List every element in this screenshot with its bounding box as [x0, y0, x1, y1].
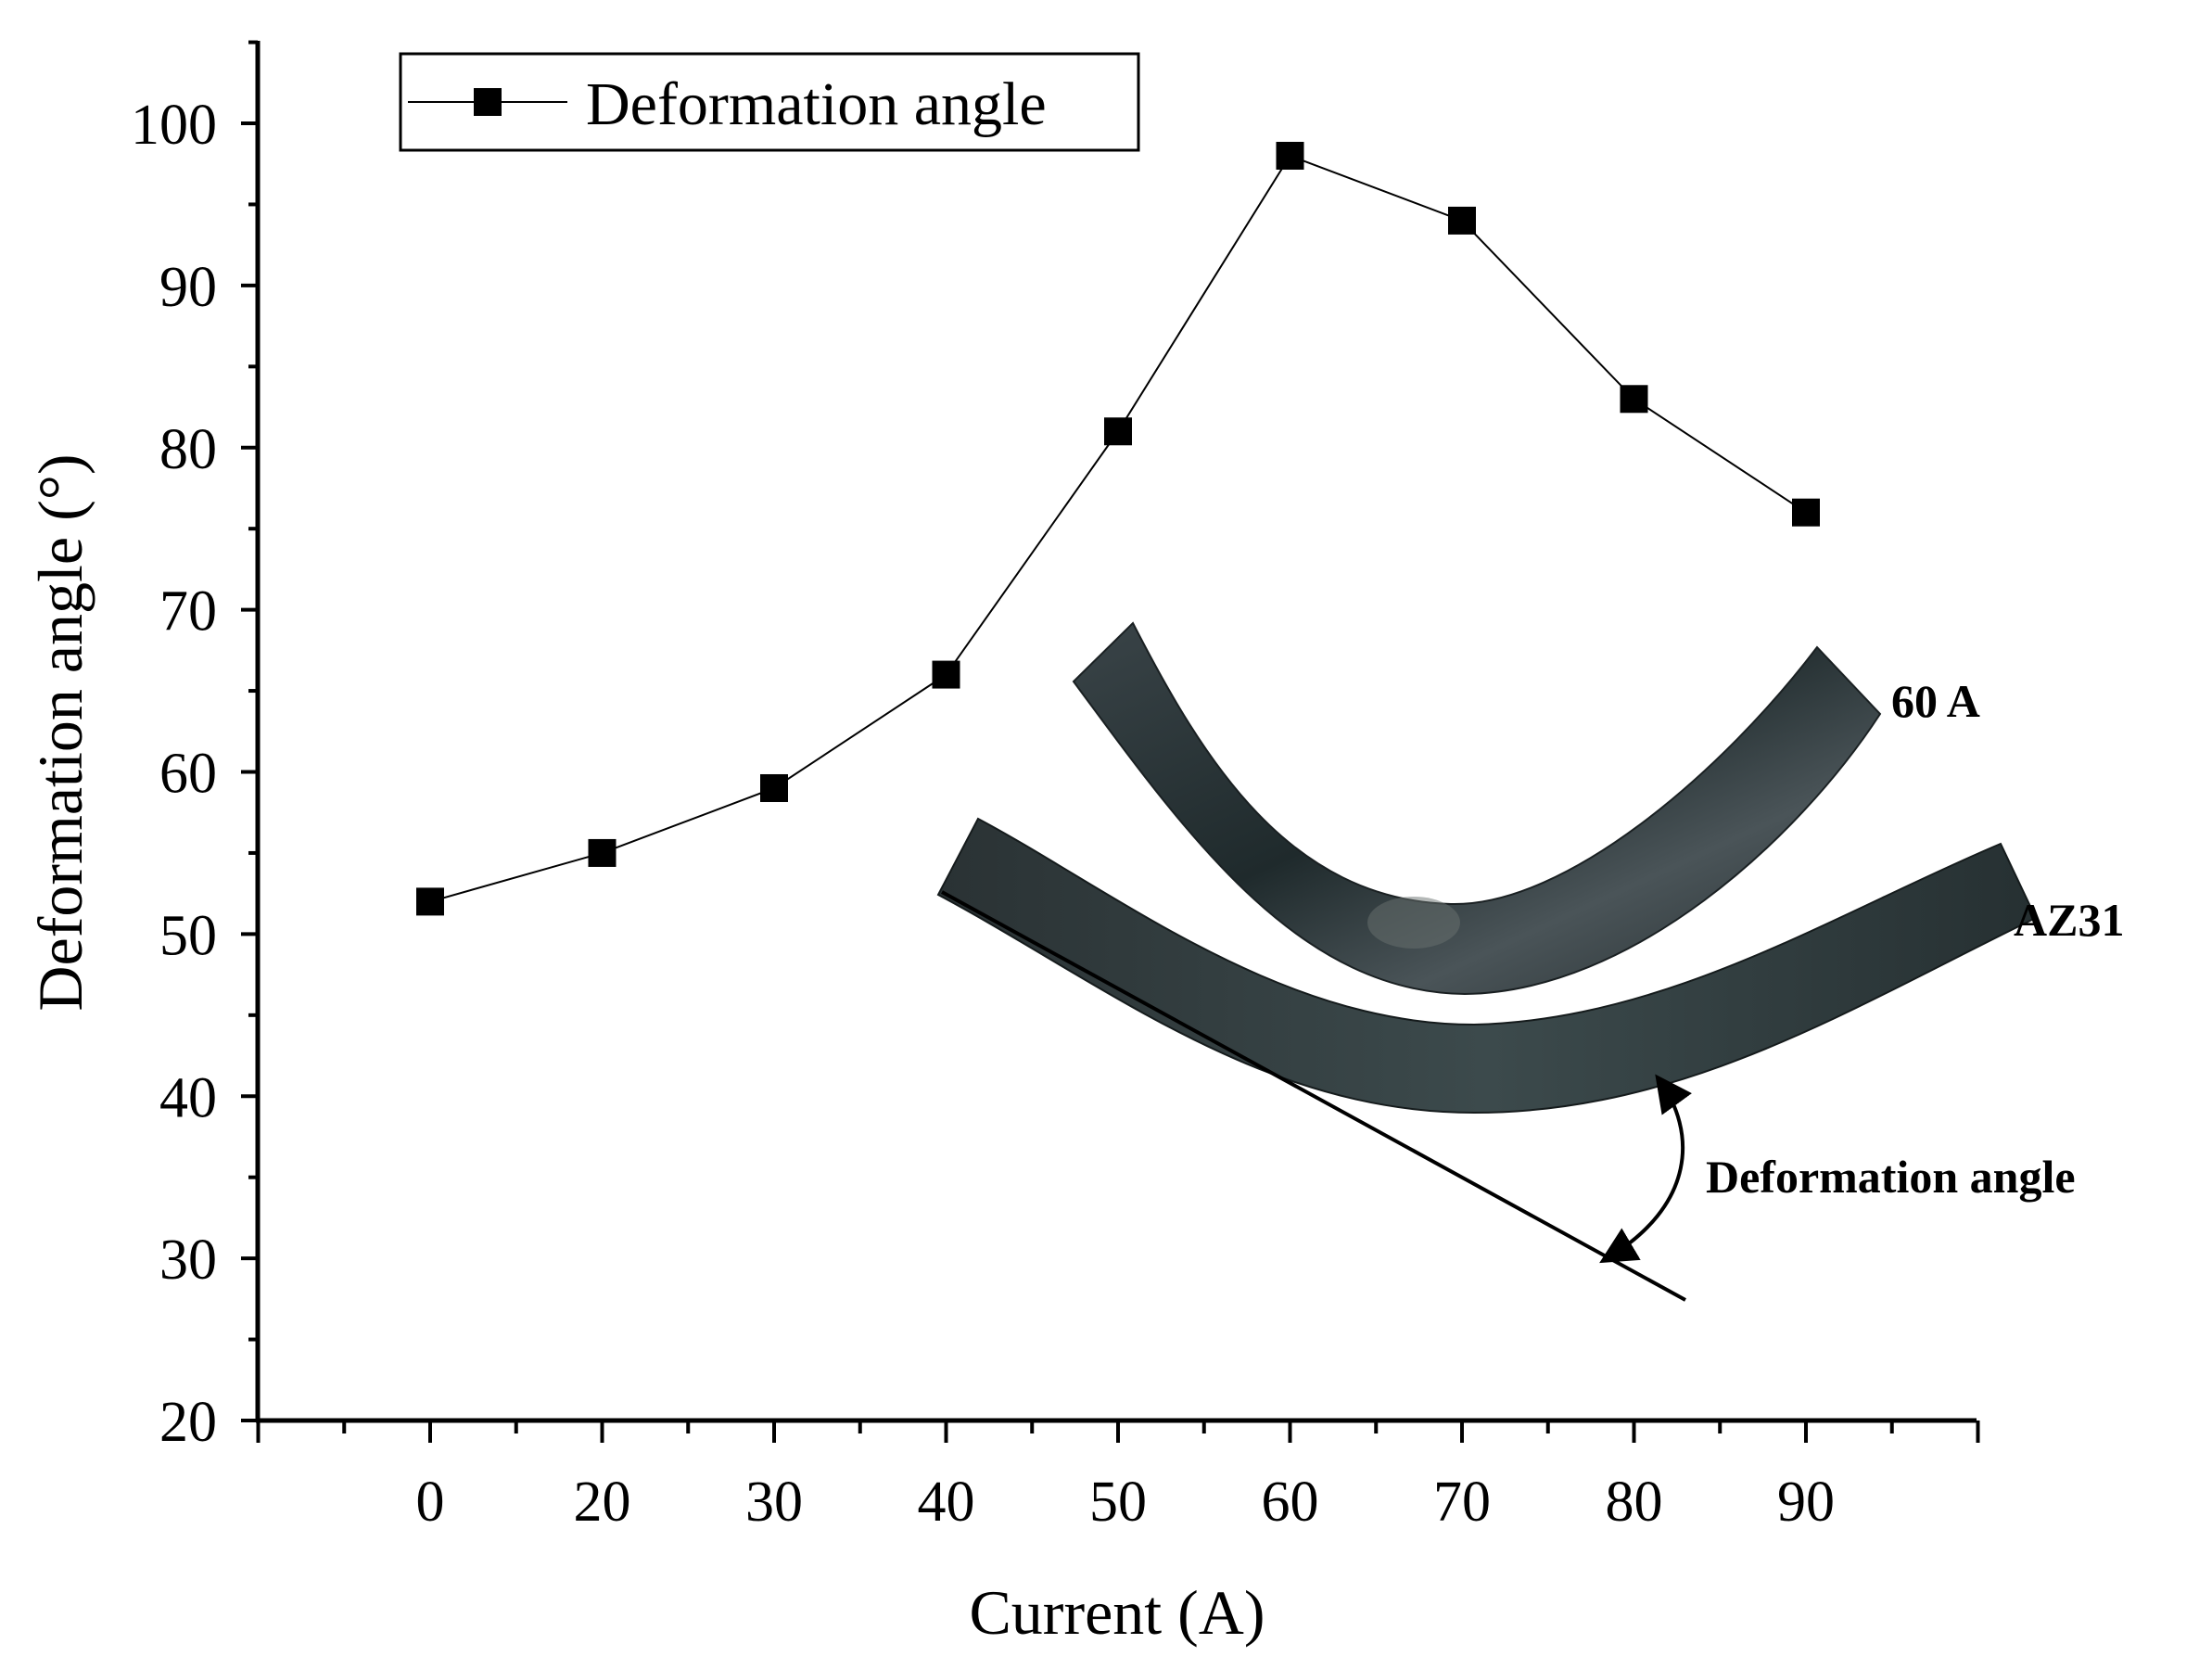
legend-label: Deformation angle [586, 70, 1047, 138]
y-tick-labels: 20 30 40 50 60 70 80 90 100 [131, 94, 217, 1454]
y-tick-label: 70 [159, 580, 217, 643]
x-tick-label: 0 [416, 1471, 445, 1534]
legend: Deformation angle [399, 52, 1140, 152]
sample-label-az31: AZ31 [2014, 894, 2124, 946]
angle-annotation-label: Deformation angle [1706, 1151, 2076, 1203]
x-tick-label: 40 [918, 1471, 975, 1534]
y-axis-title: Deformation angle (°) [25, 453, 95, 1011]
legend-marker [474, 88, 502, 116]
y-tick-label: 100 [131, 94, 217, 157]
y-tick-label: 40 [159, 1066, 217, 1129]
data-point-marker [760, 773, 788, 802]
data-point-marker [416, 887, 444, 916]
series-line [429, 154, 1807, 903]
y-tick-label: 20 [159, 1391, 217, 1454]
x-tick-label: 60 [1262, 1471, 1319, 1534]
x-ticks [256, 1421, 1980, 1443]
y-tick-label: 50 [159, 904, 217, 967]
x-tick-label: 90 [1777, 1471, 1835, 1534]
x-tick-label: 30 [745, 1471, 803, 1534]
data-point-marker [1792, 498, 1820, 527]
y-tick-label: 80 [159, 418, 217, 481]
data-point-marker [588, 838, 617, 867]
data-point-marker [1448, 206, 1476, 235]
series-polyline [429, 154, 1807, 903]
x-tick-label: 80 [1606, 1471, 1663, 1534]
reference-line [941, 890, 1686, 1302]
y-ticks [241, 40, 258, 1422]
data-point-marker [932, 660, 960, 689]
x-tick-label: 70 [1433, 1471, 1491, 1534]
x-tick-labels: 0 20 30 40 50 60 70 80 90 [416, 1471, 1836, 1534]
series-markers [416, 141, 1820, 916]
angle-arrow [1599, 1074, 1692, 1264]
y-tick-label: 60 [159, 743, 217, 806]
y-tick-label: 90 [159, 256, 217, 319]
data-point-marker [1620, 385, 1648, 414]
x-tick-label: 50 [1089, 1471, 1147, 1534]
x-tick-label: 20 [574, 1471, 631, 1534]
sample-photo-inset [936, 621, 2038, 1302]
sample-strip-60a [1072, 621, 1882, 996]
sample-strip-highlight [1367, 897, 1460, 949]
sample-label-60a: 60 A [1891, 675, 1980, 727]
y-tick-label: 30 [159, 1229, 217, 1292]
x-axis-title: Current (A) [969, 1577, 1265, 1648]
data-point-marker [1104, 417, 1132, 446]
data-point-marker [1276, 141, 1304, 170]
